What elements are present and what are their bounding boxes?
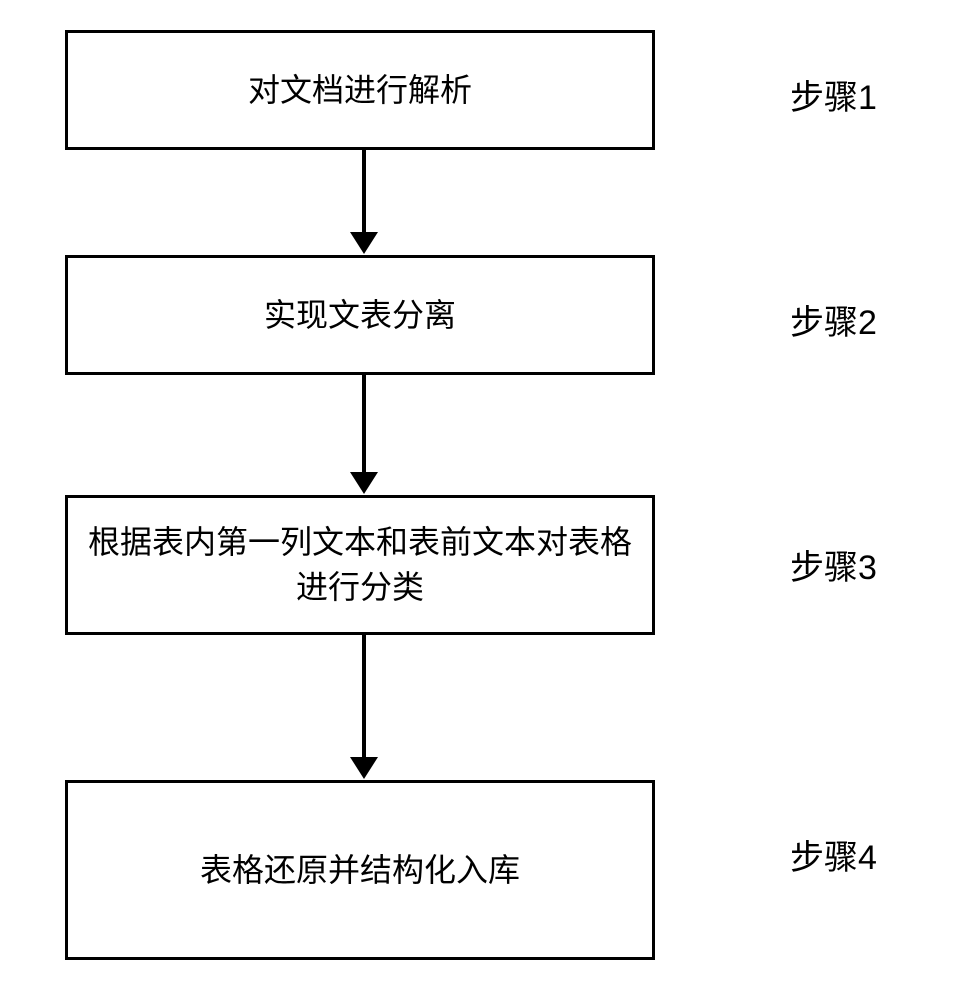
box-4-text: 表格还原并结构化入库: [200, 848, 520, 893]
arrow-line-1: [362, 150, 366, 232]
flowchart-box-3: 根据表内第一列文本和表前文本对表格进行分类: [65, 495, 655, 635]
flowchart-box-1: 对文档进行解析: [65, 30, 655, 150]
arrow-line-3: [362, 635, 366, 757]
step-label-4: 步骤4: [790, 830, 877, 879]
arrow-head-2: [350, 472, 378, 494]
arrow-line-2: [362, 375, 366, 472]
arrow-2: [350, 375, 378, 494]
arrow-head-3: [350, 757, 378, 779]
arrow-1: [350, 150, 378, 254]
flowchart-container: 对文档进行解析 步骤1 实现文表分离 步骤2 根据表内第一列文本和表前文本对表格…: [50, 30, 925, 970]
box-3-text: 根据表内第一列文本和表前文本对表格进行分类: [88, 520, 632, 610]
box-1-text: 对文档进行解析: [248, 68, 472, 113]
step-label-2: 步骤2: [790, 295, 877, 344]
step-label-1: 步骤1: [790, 70, 877, 119]
step-label-3: 步骤3: [790, 540, 877, 589]
arrow-3: [350, 635, 378, 779]
flowchart-box-4: 表格还原并结构化入库: [65, 780, 655, 960]
arrow-head-1: [350, 232, 378, 254]
flowchart-box-2: 实现文表分离: [65, 255, 655, 375]
box-2-text: 实现文表分离: [264, 293, 456, 338]
